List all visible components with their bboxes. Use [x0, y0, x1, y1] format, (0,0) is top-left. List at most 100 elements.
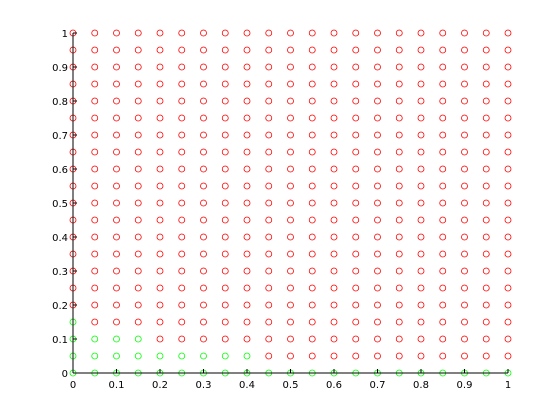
data-point — [200, 97, 207, 105]
data-point — [395, 148, 403, 156]
data-point — [113, 63, 120, 71]
x-tick-label: 0.5 — [283, 380, 299, 391]
data-point — [504, 301, 512, 309]
data-point — [287, 114, 294, 122]
data-point — [91, 216, 99, 224]
data-point — [91, 63, 99, 71]
data-point — [352, 335, 360, 343]
data-point — [178, 199, 186, 207]
data-point — [374, 97, 381, 105]
data-point — [439, 216, 447, 224]
data-point — [504, 63, 512, 71]
data-point — [461, 318, 468, 326]
data-point — [113, 233, 120, 241]
data-point — [461, 80, 468, 88]
data-point — [134, 131, 142, 139]
data-point — [221, 301, 229, 309]
data-point — [439, 233, 447, 241]
data-point — [352, 148, 360, 156]
data-point — [308, 114, 316, 122]
data-point — [504, 284, 512, 292]
data-point — [352, 284, 360, 292]
data-point — [352, 250, 360, 258]
data-point — [482, 114, 490, 122]
x-tick-label: 0.7 — [370, 380, 386, 391]
data-point — [156, 80, 164, 88]
data-point — [200, 63, 207, 71]
data-point — [308, 301, 316, 309]
data-point — [352, 131, 360, 139]
data-point — [352, 233, 360, 241]
data-point — [91, 131, 99, 139]
data-point — [287, 301, 294, 309]
data-point — [374, 352, 381, 360]
y-tick-label: 0.4 — [52, 233, 68, 244]
data-point — [200, 335, 207, 343]
data-point — [265, 131, 273, 139]
data-point — [330, 97, 338, 105]
data-point — [113, 131, 120, 139]
data-point — [243, 267, 251, 275]
data-point — [156, 131, 164, 139]
data-point — [308, 335, 316, 343]
data-point — [482, 216, 490, 224]
data-point — [352, 301, 360, 309]
data-point — [178, 114, 186, 122]
data-point — [178, 318, 186, 326]
data-point — [156, 165, 164, 173]
data-point — [134, 250, 142, 258]
data-point — [330, 182, 338, 190]
data-point — [200, 352, 207, 360]
data-point — [330, 46, 338, 54]
data-point — [374, 250, 381, 258]
axes-layer: 0 0.1 0.2 0.3 0.4 0.5 0.6 0.7 0.8 0.9 1 0 0.1 0.2 0.3 0… — [52, 29, 511, 391]
data-point — [113, 97, 120, 105]
data-point — [417, 250, 425, 258]
data-point — [221, 216, 229, 224]
data-point — [243, 63, 251, 71]
data-point — [395, 233, 403, 241]
data-point — [374, 114, 381, 122]
data-point — [330, 284, 338, 292]
data-point — [395, 318, 403, 326]
data-point — [417, 199, 425, 207]
data-point — [178, 80, 186, 88]
data-point — [287, 29, 294, 37]
data-point — [265, 97, 273, 105]
data-point — [461, 267, 468, 275]
data-point — [504, 97, 512, 105]
data-point — [395, 114, 403, 122]
data-point — [461, 335, 468, 343]
data-point — [461, 284, 468, 292]
data-point — [287, 131, 294, 139]
data-point — [243, 352, 251, 360]
data-point — [287, 165, 294, 173]
data-point — [156, 46, 164, 54]
data-point — [221, 165, 229, 173]
data-point — [330, 199, 338, 207]
data-point — [265, 318, 273, 326]
data-point — [374, 165, 381, 173]
data-point — [134, 29, 142, 37]
data-point — [439, 284, 447, 292]
data-point — [504, 335, 512, 343]
data-point — [417, 80, 425, 88]
data-point — [504, 216, 512, 224]
data-point — [265, 267, 273, 275]
data-point — [504, 250, 512, 258]
data-point — [482, 182, 490, 190]
data-point — [482, 165, 490, 173]
data-point — [504, 165, 512, 173]
data-point — [439, 165, 447, 173]
data-point — [243, 301, 251, 309]
data-point — [134, 233, 142, 241]
data-point — [374, 80, 381, 88]
data-point — [395, 46, 403, 54]
data-point — [200, 29, 207, 37]
data-point — [221, 29, 229, 37]
data-point — [243, 80, 251, 88]
data-point — [134, 267, 142, 275]
data-point — [308, 318, 316, 326]
data-point — [200, 131, 207, 139]
data-point — [439, 148, 447, 156]
